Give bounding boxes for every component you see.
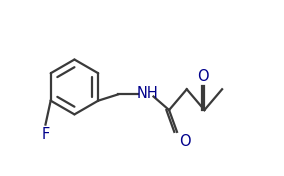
- Text: O: O: [179, 134, 191, 149]
- Text: NH: NH: [137, 86, 158, 101]
- Text: F: F: [41, 127, 50, 142]
- Text: O: O: [197, 69, 209, 84]
